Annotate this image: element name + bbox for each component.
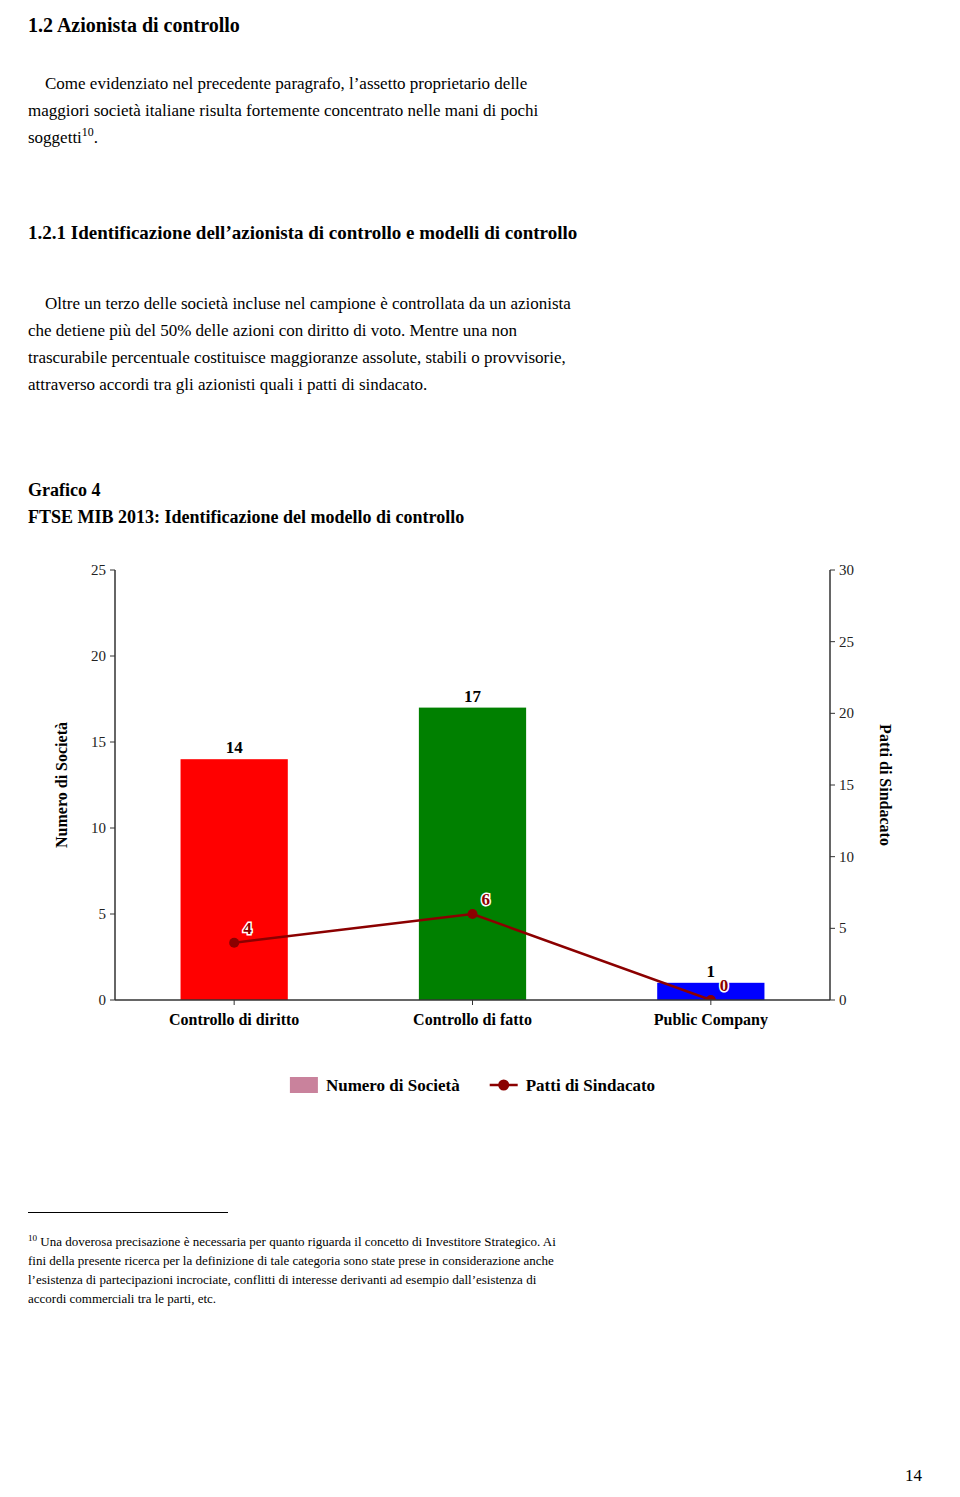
legend-label: Patti di Sindacato xyxy=(526,1076,655,1095)
y2-tick xyxy=(830,713,835,714)
footnote-line: 10 Una doverosa precisazione è necessari… xyxy=(28,1232,556,1251)
y2-tick xyxy=(830,785,835,786)
y-tick xyxy=(110,742,115,743)
data-labels: 14171460 xyxy=(226,687,729,995)
footnote-line: l’esistenza di partecipazioni incrociate… xyxy=(28,1270,556,1289)
footnote: 10 Una doverosa precisazione è necessari… xyxy=(28,1232,556,1308)
paragraph-line: Come evidenziato nel precedente paragraf… xyxy=(28,70,538,97)
y-tick-label: 25 xyxy=(91,562,106,578)
y-tick xyxy=(110,828,115,829)
footnote-ref: 10 xyxy=(82,125,94,139)
y2-axis-title: Patti di Sindacato xyxy=(877,724,894,846)
x-tick xyxy=(234,1000,235,1005)
y2-tick xyxy=(830,856,835,857)
x-tick-label: Controllo di fatto xyxy=(413,1011,532,1028)
y2-tick-label: 25 xyxy=(839,634,854,650)
legend-item: Patti di Sindacato xyxy=(490,1076,655,1095)
paragraph-text: Oltre un terzo delle società incluse nel… xyxy=(28,294,571,313)
page-title: 1.2 Azionista di controllo xyxy=(28,14,240,37)
paragraph-line: soggetti10. xyxy=(28,124,538,151)
y-tick-label: 5 xyxy=(99,906,107,922)
y-tick-label: 15 xyxy=(91,734,106,750)
y2-tick-label: 30 xyxy=(839,562,854,578)
footnote-line: accordi commerciali tra le parti, etc. xyxy=(28,1289,556,1308)
paragraph-text: Come evidenziato nel precedente paragraf… xyxy=(28,74,527,93)
paragraph-line: che detiene più del 50% delle azioni con… xyxy=(28,317,571,344)
paragraph-line: maggiori società italiane risulta fortem… xyxy=(28,97,538,124)
legend-marker xyxy=(498,1080,509,1091)
y-tick-label: 20 xyxy=(91,648,106,664)
data-label: 0 xyxy=(720,976,729,995)
paragraph-text: attraverso accordi tra gli azionisti qua… xyxy=(28,375,427,394)
bar xyxy=(419,708,526,1000)
paragraph-text: trascurabile percentuale costituisce mag… xyxy=(28,348,566,367)
y2-tick-label: 15 xyxy=(839,777,854,793)
y-tick xyxy=(110,570,115,571)
paragraph-line: attraverso accordi tra gli azionisti qua… xyxy=(28,371,571,398)
y-tick xyxy=(110,914,115,915)
paragraph-line: Oltre un terzo delle società incluse nel… xyxy=(28,290,571,317)
y2-tick xyxy=(830,1000,835,1001)
data-label: 6 xyxy=(482,890,491,909)
y2-tick xyxy=(830,928,835,929)
line xyxy=(234,914,711,1000)
x-tick xyxy=(472,1000,473,1005)
data-label: 14 xyxy=(226,738,244,757)
y2-tick-label: 20 xyxy=(839,705,854,721)
paragraph-text: . xyxy=(94,128,98,147)
y2-tick-label: 5 xyxy=(839,920,847,936)
y2-tick-label: 0 xyxy=(839,992,847,1008)
legend-item: Numero di Società xyxy=(290,1076,460,1095)
paragraph-text: che detiene più del 50% delle azioni con… xyxy=(28,321,517,340)
x-tick xyxy=(710,1000,711,1005)
legend: Numero di Società Patti di Sindacato xyxy=(290,1076,655,1095)
footnote-text: fini della presente ricerca per la defin… xyxy=(28,1253,554,1268)
footnote-line: fini della presente ricerca per la defin… xyxy=(28,1251,556,1270)
page-number: 14 xyxy=(905,1462,922,1489)
paragraph: Come evidenziato nel precedente paragraf… xyxy=(28,70,538,151)
chart-subtitle: FTSE MIB 2013: Identificazione del model… xyxy=(28,507,464,528)
x-tick-label: Public Company xyxy=(654,1011,768,1029)
y-axis-line xyxy=(114,570,116,1000)
y2-tick xyxy=(830,641,835,642)
legend-label: Numero di Società xyxy=(326,1076,460,1095)
x-tick-label: Controllo di diritto xyxy=(169,1011,299,1028)
paragraph: Oltre un terzo delle società incluse nel… xyxy=(28,290,571,398)
paragraph-text: maggiori società italiane risulta fortem… xyxy=(28,101,538,120)
line-marker xyxy=(229,938,239,948)
data-label: 1 xyxy=(707,962,716,981)
footnote-text: l’esistenza di partecipazioni incrociate… xyxy=(28,1272,536,1287)
y2-tick xyxy=(830,570,835,571)
footnote-text: Una doverosa precisazione è necessaria p… xyxy=(37,1234,556,1249)
y-tick xyxy=(110,656,115,657)
legend-swatch xyxy=(290,1077,318,1093)
footnote-ref: 10 xyxy=(28,1233,37,1243)
data-label: 17 xyxy=(464,687,482,706)
footnote-separator xyxy=(28,1212,228,1213)
chart: 141714600510152025051015202530Controllo … xyxy=(0,545,960,1185)
footnote-text: accordi commerciali tra le parti, etc. xyxy=(28,1291,216,1306)
y-tick-label: 10 xyxy=(91,820,106,836)
y-tick-label: 0 xyxy=(99,992,107,1008)
paragraph-line: trascurabile percentuale costituisce mag… xyxy=(28,344,571,371)
data-label: 4 xyxy=(243,919,252,938)
plot-marks xyxy=(181,708,765,1000)
paragraph-text: soggetti xyxy=(28,128,82,147)
y2-tick-label: 10 xyxy=(839,849,854,865)
axes: 0510152025051015202530Controllo di dirit… xyxy=(53,562,894,1029)
section-heading: 1.2.1 Identificazione dell’azionista di … xyxy=(28,222,577,244)
chart-title: Grafico 4 xyxy=(28,480,100,501)
y-axis-title: Numero di Società xyxy=(53,722,70,848)
line-marker xyxy=(468,909,478,919)
bar xyxy=(181,759,288,1000)
y-tick xyxy=(110,1000,115,1001)
